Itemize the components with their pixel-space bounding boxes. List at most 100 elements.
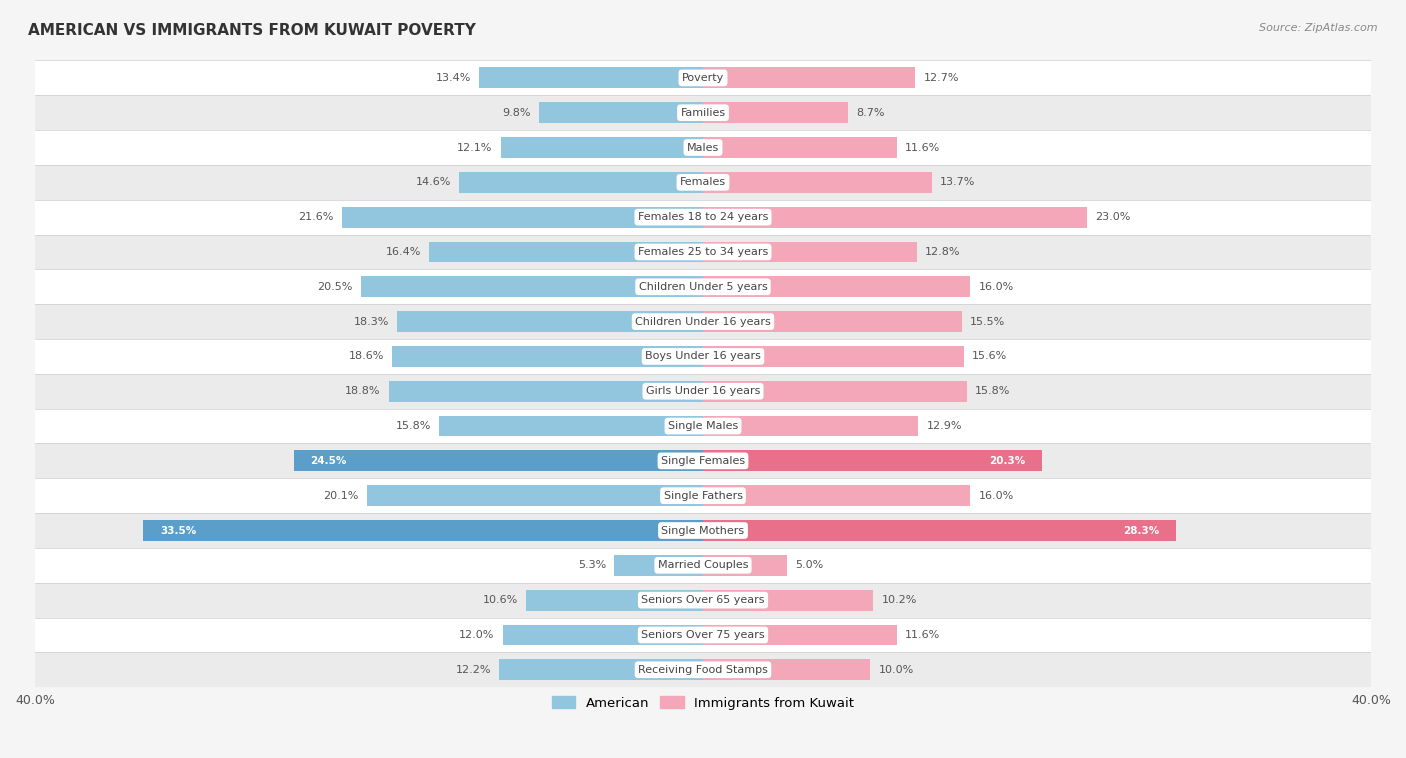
Legend: American, Immigrants from Kuwait: American, Immigrants from Kuwait (547, 691, 859, 715)
Bar (703, 625, 897, 645)
Text: 24.5%: 24.5% (311, 456, 347, 466)
Text: 11.6%: 11.6% (905, 630, 941, 640)
Bar (479, 67, 703, 89)
Text: Single Males: Single Males (668, 421, 738, 431)
Bar (35, 130, 1371, 165)
Text: 16.0%: 16.0% (979, 282, 1014, 292)
Text: Seniors Over 65 years: Seniors Over 65 years (641, 595, 765, 605)
Bar (35, 513, 1371, 548)
Bar (439, 415, 703, 437)
Text: 12.1%: 12.1% (457, 143, 492, 152)
Text: 18.3%: 18.3% (354, 317, 389, 327)
Bar (703, 137, 897, 158)
Bar (35, 618, 1371, 653)
Text: AMERICAN VS IMMIGRANTS FROM KUWAIT POVERTY: AMERICAN VS IMMIGRANTS FROM KUWAIT POVER… (28, 23, 477, 38)
Bar (703, 242, 917, 262)
Bar (502, 625, 703, 645)
Bar (501, 137, 703, 158)
Text: 5.0%: 5.0% (794, 560, 823, 570)
Bar (460, 172, 703, 193)
Bar (398, 311, 703, 332)
Bar (614, 555, 703, 576)
Text: Poverty: Poverty (682, 73, 724, 83)
Text: Single Females: Single Females (661, 456, 745, 466)
Text: 12.2%: 12.2% (456, 665, 491, 675)
Text: Males: Males (688, 143, 718, 152)
Text: 20.3%: 20.3% (988, 456, 1025, 466)
Text: 12.7%: 12.7% (924, 73, 959, 83)
Text: 15.8%: 15.8% (395, 421, 430, 431)
Text: 13.7%: 13.7% (941, 177, 976, 187)
Bar (35, 96, 1371, 130)
Text: Females 25 to 34 years: Females 25 to 34 years (638, 247, 768, 257)
Bar (703, 450, 1042, 471)
Bar (35, 269, 1371, 304)
Text: 15.6%: 15.6% (972, 352, 1007, 362)
Bar (35, 165, 1371, 200)
Bar (703, 485, 970, 506)
Text: 20.1%: 20.1% (323, 490, 359, 501)
Text: 21.6%: 21.6% (298, 212, 333, 222)
Text: Married Couples: Married Couples (658, 560, 748, 570)
Text: Females: Females (681, 177, 725, 187)
Bar (367, 485, 703, 506)
Text: 16.4%: 16.4% (385, 247, 420, 257)
Bar (703, 67, 915, 89)
Text: Females 18 to 24 years: Females 18 to 24 years (638, 212, 768, 222)
Text: 33.5%: 33.5% (160, 525, 197, 535)
Bar (35, 374, 1371, 409)
Bar (35, 61, 1371, 96)
Bar (35, 409, 1371, 443)
Bar (35, 234, 1371, 269)
Bar (143, 520, 703, 541)
Bar (703, 415, 918, 437)
Text: Children Under 16 years: Children Under 16 years (636, 317, 770, 327)
Text: 16.0%: 16.0% (979, 490, 1014, 501)
Bar (703, 346, 963, 367)
Text: Receiving Food Stamps: Receiving Food Stamps (638, 665, 768, 675)
Text: 20.5%: 20.5% (316, 282, 353, 292)
Bar (294, 450, 703, 471)
Text: 10.6%: 10.6% (482, 595, 517, 605)
Text: 10.0%: 10.0% (879, 665, 914, 675)
Bar (389, 381, 703, 402)
Bar (35, 478, 1371, 513)
Bar (499, 659, 703, 680)
Bar (35, 653, 1371, 688)
Text: Boys Under 16 years: Boys Under 16 years (645, 352, 761, 362)
Bar (703, 659, 870, 680)
Bar (703, 277, 970, 297)
Text: 18.8%: 18.8% (344, 387, 381, 396)
Text: Families: Families (681, 108, 725, 117)
Bar (35, 443, 1371, 478)
Bar (703, 590, 873, 611)
Text: Seniors Over 75 years: Seniors Over 75 years (641, 630, 765, 640)
Text: 11.6%: 11.6% (905, 143, 941, 152)
Text: 5.3%: 5.3% (578, 560, 606, 570)
Bar (540, 102, 703, 123)
Text: 15.8%: 15.8% (976, 387, 1011, 396)
Bar (35, 583, 1371, 618)
Bar (35, 339, 1371, 374)
Bar (703, 381, 967, 402)
Text: 13.4%: 13.4% (436, 73, 471, 83)
Bar (35, 548, 1371, 583)
Bar (526, 590, 703, 611)
Text: 12.0%: 12.0% (458, 630, 495, 640)
Text: Children Under 5 years: Children Under 5 years (638, 282, 768, 292)
Bar (703, 172, 932, 193)
Text: 28.3%: 28.3% (1123, 525, 1159, 535)
Text: 18.6%: 18.6% (349, 352, 384, 362)
Text: Source: ZipAtlas.com: Source: ZipAtlas.com (1260, 23, 1378, 33)
Text: 23.0%: 23.0% (1095, 212, 1130, 222)
Bar (35, 304, 1371, 339)
Text: Single Mothers: Single Mothers (661, 525, 745, 535)
Bar (360, 277, 703, 297)
Bar (342, 207, 703, 227)
Text: 12.9%: 12.9% (927, 421, 962, 431)
Bar (703, 207, 1087, 227)
Bar (392, 346, 703, 367)
Text: 15.5%: 15.5% (970, 317, 1005, 327)
Bar (703, 102, 848, 123)
Text: 8.7%: 8.7% (856, 108, 886, 117)
